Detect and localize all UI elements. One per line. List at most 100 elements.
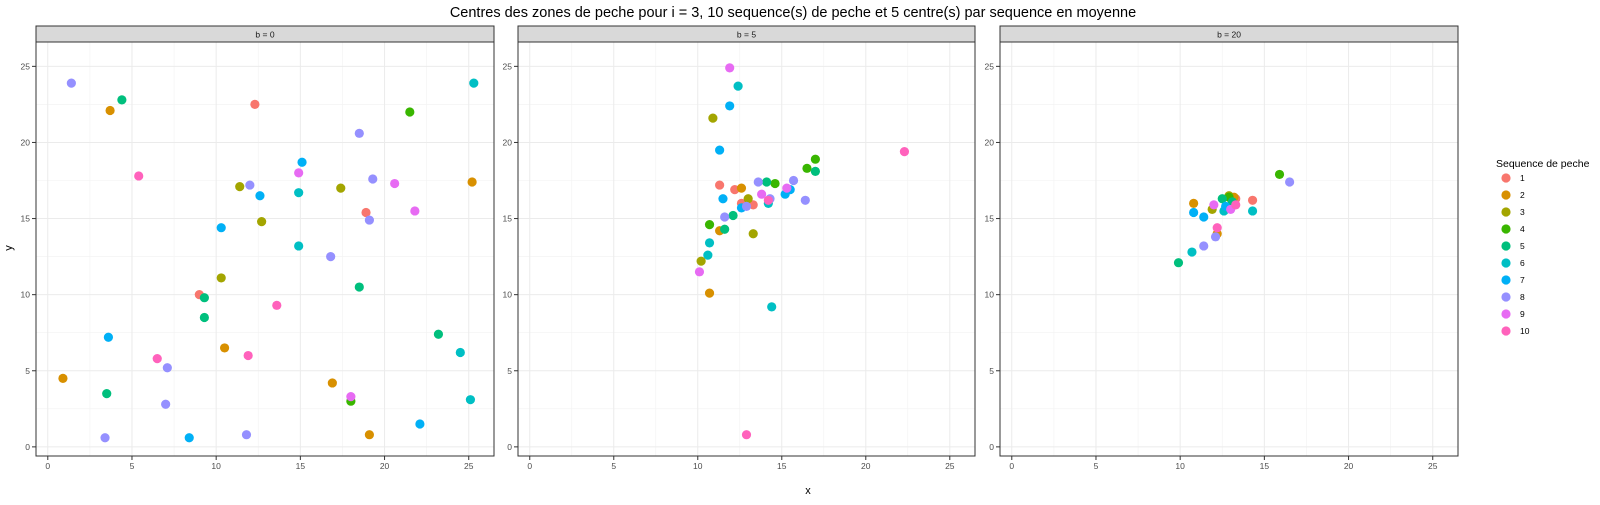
x-tick-label: 0	[1009, 461, 1014, 471]
legend-key	[1501, 173, 1511, 183]
data-point	[294, 241, 304, 251]
data-point	[720, 224, 730, 234]
legend-item: 2	[1501, 190, 1525, 200]
legend-item: 6	[1501, 258, 1525, 268]
data-point	[58, 373, 68, 383]
data-point	[272, 300, 282, 310]
data-point	[718, 194, 728, 204]
facet-panels: b = 0 0 5 10 15 20 25 0 5 10 15 20 25 b = 5 0 5 10 15 20 25…	[21, 25, 1459, 471]
y-tick-label: 10	[985, 290, 995, 300]
legend-label: 4	[1520, 224, 1525, 234]
x-tick-label: 15	[777, 461, 787, 471]
data-point	[733, 81, 743, 91]
data-point	[216, 223, 226, 233]
legend-item: 1	[1501, 173, 1525, 183]
facet-strip-label: b = 5	[737, 30, 756, 40]
data-point	[1247, 195, 1258, 205]
data-point	[469, 78, 479, 88]
x-tick-label: 10	[211, 461, 221, 471]
chart-title: Centres des zones de peche pour i = 3, 1…	[450, 5, 1136, 21]
data-point	[326, 252, 336, 262]
data-point	[433, 329, 444, 339]
legend-item: 5	[1501, 241, 1525, 251]
data-point	[216, 273, 226, 283]
data-point	[1187, 247, 1197, 257]
data-point	[1173, 258, 1184, 268]
data-point	[354, 282, 364, 292]
legend-item: 8	[1501, 292, 1525, 302]
legend-key	[1501, 207, 1511, 217]
data-point	[704, 288, 715, 298]
data-point	[725, 63, 735, 73]
data-point	[725, 101, 735, 111]
data-point	[250, 99, 260, 110]
data-point	[102, 388, 112, 399]
y-tick-label: 5	[25, 366, 30, 376]
data-point	[704, 220, 715, 230]
x-tick-label: 25	[945, 461, 955, 471]
legend-key	[1501, 190, 1511, 200]
data-point	[199, 293, 209, 303]
facet-strip-label: b = 0	[255, 30, 274, 40]
data-point	[743, 194, 753, 204]
data-point	[184, 433, 194, 443]
x-tick-label: 20	[1344, 461, 1354, 471]
legend-item: 4	[1501, 224, 1525, 234]
data-point	[1210, 232, 1221, 242]
data-point	[415, 419, 425, 429]
data-point	[899, 146, 910, 157]
data-point	[696, 256, 706, 266]
x-tick-label: 10	[693, 461, 703, 471]
legend-label: 5	[1520, 241, 1525, 251]
data-point	[1247, 206, 1258, 216]
x-tick-label: 5	[611, 461, 616, 471]
data-point	[294, 168, 304, 178]
y-tick-label: 20	[503, 137, 513, 147]
data-point	[770, 178, 780, 189]
data-point	[753, 177, 763, 187]
x-tick-label: 5	[130, 461, 135, 471]
data-point	[1189, 198, 1199, 208]
data-point	[1189, 207, 1199, 218]
legend-item: 9	[1501, 309, 1525, 319]
data-point	[405, 107, 415, 117]
data-point	[161, 399, 171, 409]
panel-background	[518, 42, 975, 456]
y-tick-label: 0	[507, 442, 512, 452]
data-point	[715, 180, 725, 190]
legend-item: 10	[1501, 326, 1530, 336]
x-tick-label: 20	[861, 461, 871, 471]
data-point	[810, 166, 820, 176]
data-point	[327, 378, 337, 388]
data-point	[346, 392, 356, 402]
x-tick-label: 20	[380, 461, 390, 471]
data-point	[1217, 194, 1227, 204]
data-point	[810, 154, 820, 164]
x-axis-label: x	[805, 485, 811, 497]
data-point	[66, 78, 76, 88]
x-tick-label: 15	[296, 461, 306, 471]
legend-key	[1501, 258, 1511, 268]
x-tick-label: 0	[45, 461, 50, 471]
data-point	[704, 238, 715, 248]
facet-panel: b = 0 0 5 10 15 20 25 0 5 10 15 20 25	[21, 25, 495, 471]
data-point	[105, 105, 115, 116]
data-point	[1285, 177, 1295, 187]
data-point	[354, 128, 364, 138]
legend-key	[1501, 309, 1511, 319]
legend-key	[1501, 275, 1511, 285]
data-point	[390, 178, 400, 189]
data-point	[782, 183, 792, 193]
x-tick-label: 25	[464, 461, 474, 471]
data-point	[100, 433, 110, 443]
data-point	[694, 267, 705, 277]
x-tick-label: 25	[1428, 461, 1438, 471]
data-point	[748, 229, 758, 239]
data-point	[736, 183, 747, 193]
data-point	[243, 350, 253, 361]
y-tick-label: 5	[507, 366, 512, 376]
legend-key	[1501, 326, 1511, 336]
legend-title: Sequence de peche	[1496, 158, 1590, 170]
y-tick-label: 10	[503, 290, 513, 300]
